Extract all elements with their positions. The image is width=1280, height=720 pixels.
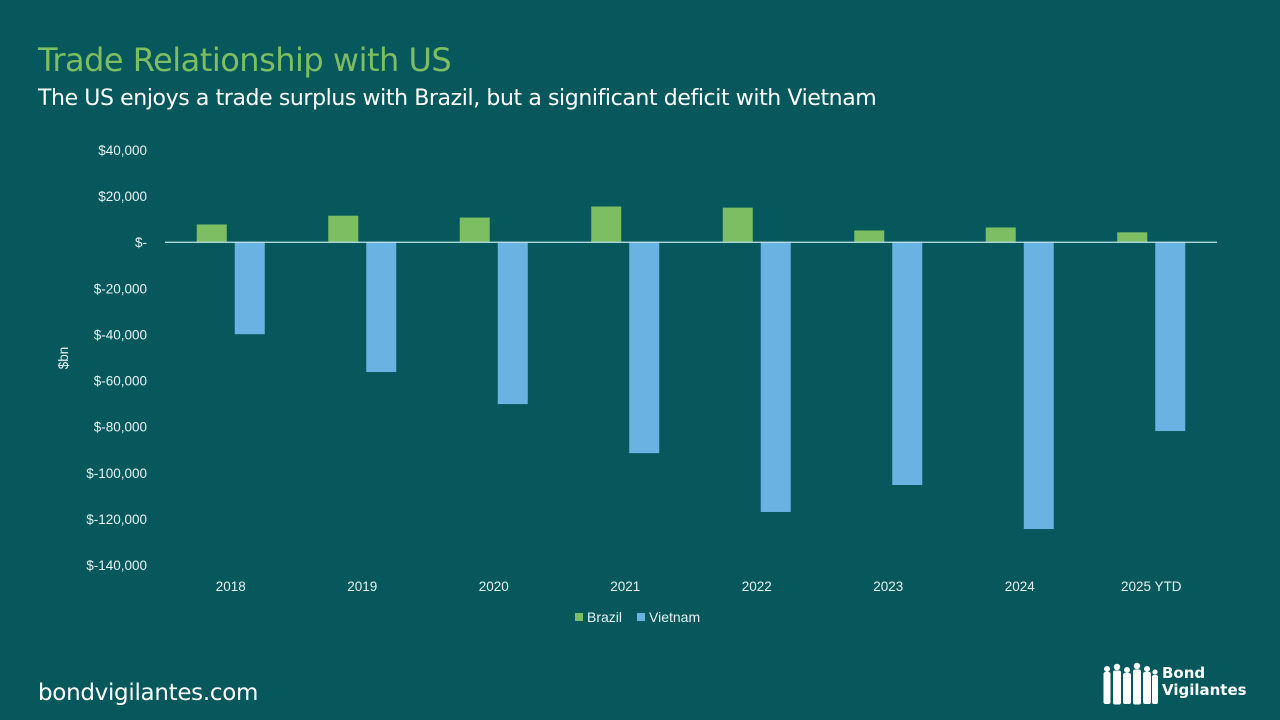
bar-brazil-2022	[722, 207, 753, 243]
logo-text: Bond Vigilantes	[1162, 665, 1247, 699]
y-tick-label: $-20,000	[94, 281, 147, 296]
y-tick-label: $-140,000	[86, 558, 147, 573]
bar-brazil-2024	[985, 227, 1016, 243]
x-tick-label: 2021	[610, 579, 640, 594]
bar-vietnam-2025-ytd	[1155, 242, 1186, 432]
y-tick-label: $-80,000	[94, 420, 147, 435]
bar-brazil-2021	[591, 206, 622, 243]
x-tick-label: 2020	[479, 579, 509, 594]
bar-vietnam-2020	[497, 242, 528, 405]
bar-vietnam-2023	[892, 242, 923, 485]
bar-vietnam-2022	[760, 242, 791, 512]
footer-website: bondvigilantes.com	[38, 680, 259, 706]
legend-swatch-vietnam	[637, 613, 645, 621]
bars	[196, 206, 1186, 530]
x-axis-ticks: 2018 2019 2020 2021 2022 2023 2024 2025 YTD	[216, 579, 1182, 594]
bar-brazil-2019	[328, 215, 359, 243]
x-tick-label: 2025 YTD	[1121, 579, 1182, 594]
slide-subtitle: The US enjoys a trade surplus with Brazi…	[38, 86, 877, 111]
bar-brazil-2018	[196, 224, 227, 243]
bar-brazil-2023	[854, 230, 885, 243]
y-tick-label: $-40,000	[94, 327, 147, 342]
bar-vietnam-2024	[1023, 242, 1054, 530]
x-tick-label: 2023	[873, 579, 903, 594]
bar-vietnam-2019	[366, 242, 397, 373]
y-tick-label: $-100,000	[86, 466, 147, 481]
y-tick-label: $-	[135, 235, 147, 250]
x-tick-label: 2019	[347, 579, 377, 594]
bond-vigilantes-logo: Bond Vigilantes	[1100, 660, 1247, 708]
logo-line-1: Bond	[1162, 664, 1206, 682]
y-tick-label: $-120,000	[86, 512, 147, 527]
y-tick-label: $20,000	[98, 189, 147, 204]
legend: Brazil Vietnam	[575, 609, 700, 625]
y-tick-label: $-60,000	[94, 374, 147, 389]
legend-label-vietnam: Vietnam	[649, 609, 700, 625]
legend-swatch-brazil	[575, 613, 583, 621]
people-silhouette-icon	[1103, 662, 1158, 705]
bar-vietnam-2021	[629, 242, 660, 454]
slide-title: Trade Relationship with US	[38, 41, 452, 79]
y-axis-label: $bn	[56, 347, 71, 370]
legend-label-brazil: Brazil	[587, 609, 622, 625]
logo-line-2: Vigilantes	[1162, 681, 1247, 699]
x-tick-label: 2022	[742, 579, 772, 594]
x-tick-label: 2024	[1005, 579, 1036, 594]
y-tick-label: $40,000	[98, 143, 147, 158]
bar-brazil-2025-ytd	[1117, 232, 1148, 243]
y-axis-ticks: $40,000 $20,000 $- $-20,000 $-40,000 $-60,000…	[86, 143, 147, 573]
bar-vietnam-2018	[234, 242, 265, 335]
bar-brazil-2020	[459, 217, 490, 243]
x-tick-label: 2018	[216, 579, 246, 594]
